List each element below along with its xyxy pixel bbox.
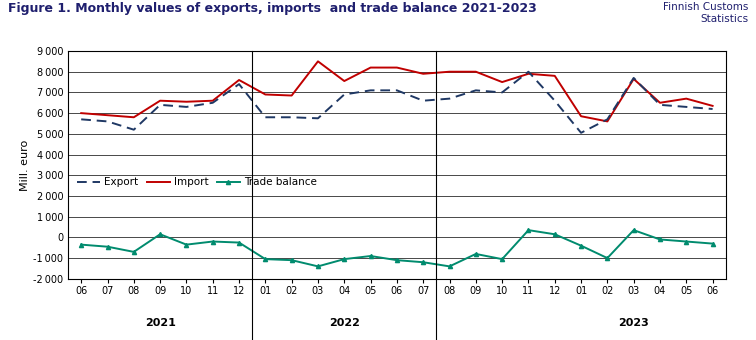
- Text: 2022: 2022: [329, 318, 360, 328]
- Text: Finnish Customs
Statistics: Finnish Customs Statistics: [663, 2, 748, 24]
- Text: 2023: 2023: [618, 318, 649, 328]
- Legend: Export, Import, Trade balance: Export, Import, Trade balance: [73, 173, 321, 191]
- Text: Figure 1. Monthly values of exports, imports  and trade balance 2021-2023: Figure 1. Monthly values of exports, imp…: [8, 2, 536, 15]
- Text: 2021: 2021: [144, 318, 175, 328]
- Y-axis label: Mill. euro: Mill. euro: [20, 139, 30, 190]
